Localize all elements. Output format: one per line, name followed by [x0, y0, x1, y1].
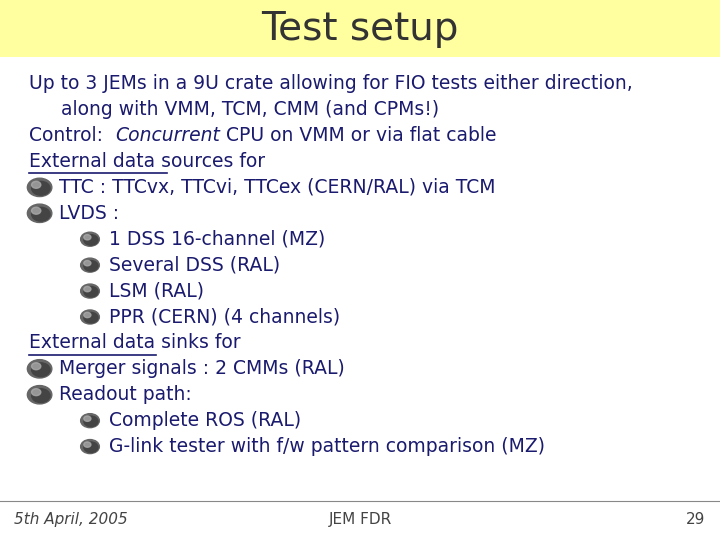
Circle shape: [32, 389, 41, 396]
Circle shape: [32, 207, 50, 221]
Circle shape: [81, 310, 99, 324]
Text: 29: 29: [686, 512, 706, 527]
Circle shape: [84, 416, 98, 427]
Text: External data sources for: External data sources for: [29, 152, 265, 171]
Circle shape: [84, 261, 98, 271]
Text: G-link tester with f/w pattern comparison (MZ): G-link tester with f/w pattern compariso…: [109, 437, 546, 456]
Text: along with VMM, TCM, CMM (and CPMs!): along with VMM, TCM, CMM (and CPMs!): [61, 100, 439, 119]
Text: Several DSS (RAL): Several DSS (RAL): [109, 255, 281, 275]
Text: Control:: Control:: [29, 126, 114, 145]
Text: Merger signals : 2 CMMs (RAL): Merger signals : 2 CMMs (RAL): [59, 359, 345, 379]
Circle shape: [27, 204, 52, 222]
Circle shape: [84, 235, 98, 245]
Circle shape: [81, 258, 99, 272]
Circle shape: [81, 440, 99, 454]
Text: TTC : TTCvx, TTCvi, TTCex (CERN/RAL) via TCM: TTC : TTCvx, TTCvi, TTCex (CERN/RAL) via…: [59, 178, 495, 197]
Text: 5th April, 2005: 5th April, 2005: [14, 512, 128, 527]
Text: Up to 3 JEMs in a 9U crate allowing for FIO tests either direction,: Up to 3 JEMs in a 9U crate allowing for …: [29, 74, 633, 93]
Text: Complete ROS (RAL): Complete ROS (RAL): [109, 411, 302, 430]
Circle shape: [32, 181, 41, 188]
Text: CPU on VMM or via flat cable: CPU on VMM or via flat cable: [220, 126, 496, 145]
Circle shape: [81, 284, 99, 298]
Text: 1 DSS 16-channel (MZ): 1 DSS 16-channel (MZ): [109, 230, 325, 249]
Circle shape: [32, 207, 41, 214]
Circle shape: [84, 234, 91, 240]
FancyBboxPatch shape: [0, 0, 720, 57]
Text: PPR (CERN) (4 channels): PPR (CERN) (4 channels): [109, 307, 341, 327]
Circle shape: [84, 312, 91, 318]
Circle shape: [32, 363, 50, 376]
Circle shape: [81, 414, 99, 428]
Circle shape: [81, 232, 99, 246]
Circle shape: [27, 386, 52, 404]
Circle shape: [32, 363, 41, 370]
Text: Test setup: Test setup: [261, 10, 459, 48]
Text: Concurrent: Concurrent: [114, 126, 220, 145]
Circle shape: [84, 442, 98, 453]
Circle shape: [32, 181, 50, 195]
Circle shape: [84, 287, 98, 297]
Circle shape: [32, 389, 50, 402]
Circle shape: [27, 360, 52, 378]
Circle shape: [84, 442, 91, 447]
Text: LSM (RAL): LSM (RAL): [109, 281, 204, 301]
Circle shape: [27, 178, 52, 197]
Text: LVDS :: LVDS :: [59, 204, 120, 223]
Text: External data sinks for: External data sinks for: [29, 333, 240, 353]
Circle shape: [84, 416, 91, 421]
Circle shape: [84, 286, 91, 292]
Circle shape: [84, 313, 98, 323]
Circle shape: [84, 260, 91, 266]
Text: JEM FDR: JEM FDR: [328, 512, 392, 527]
Text: Readout path:: Readout path:: [59, 385, 192, 404]
